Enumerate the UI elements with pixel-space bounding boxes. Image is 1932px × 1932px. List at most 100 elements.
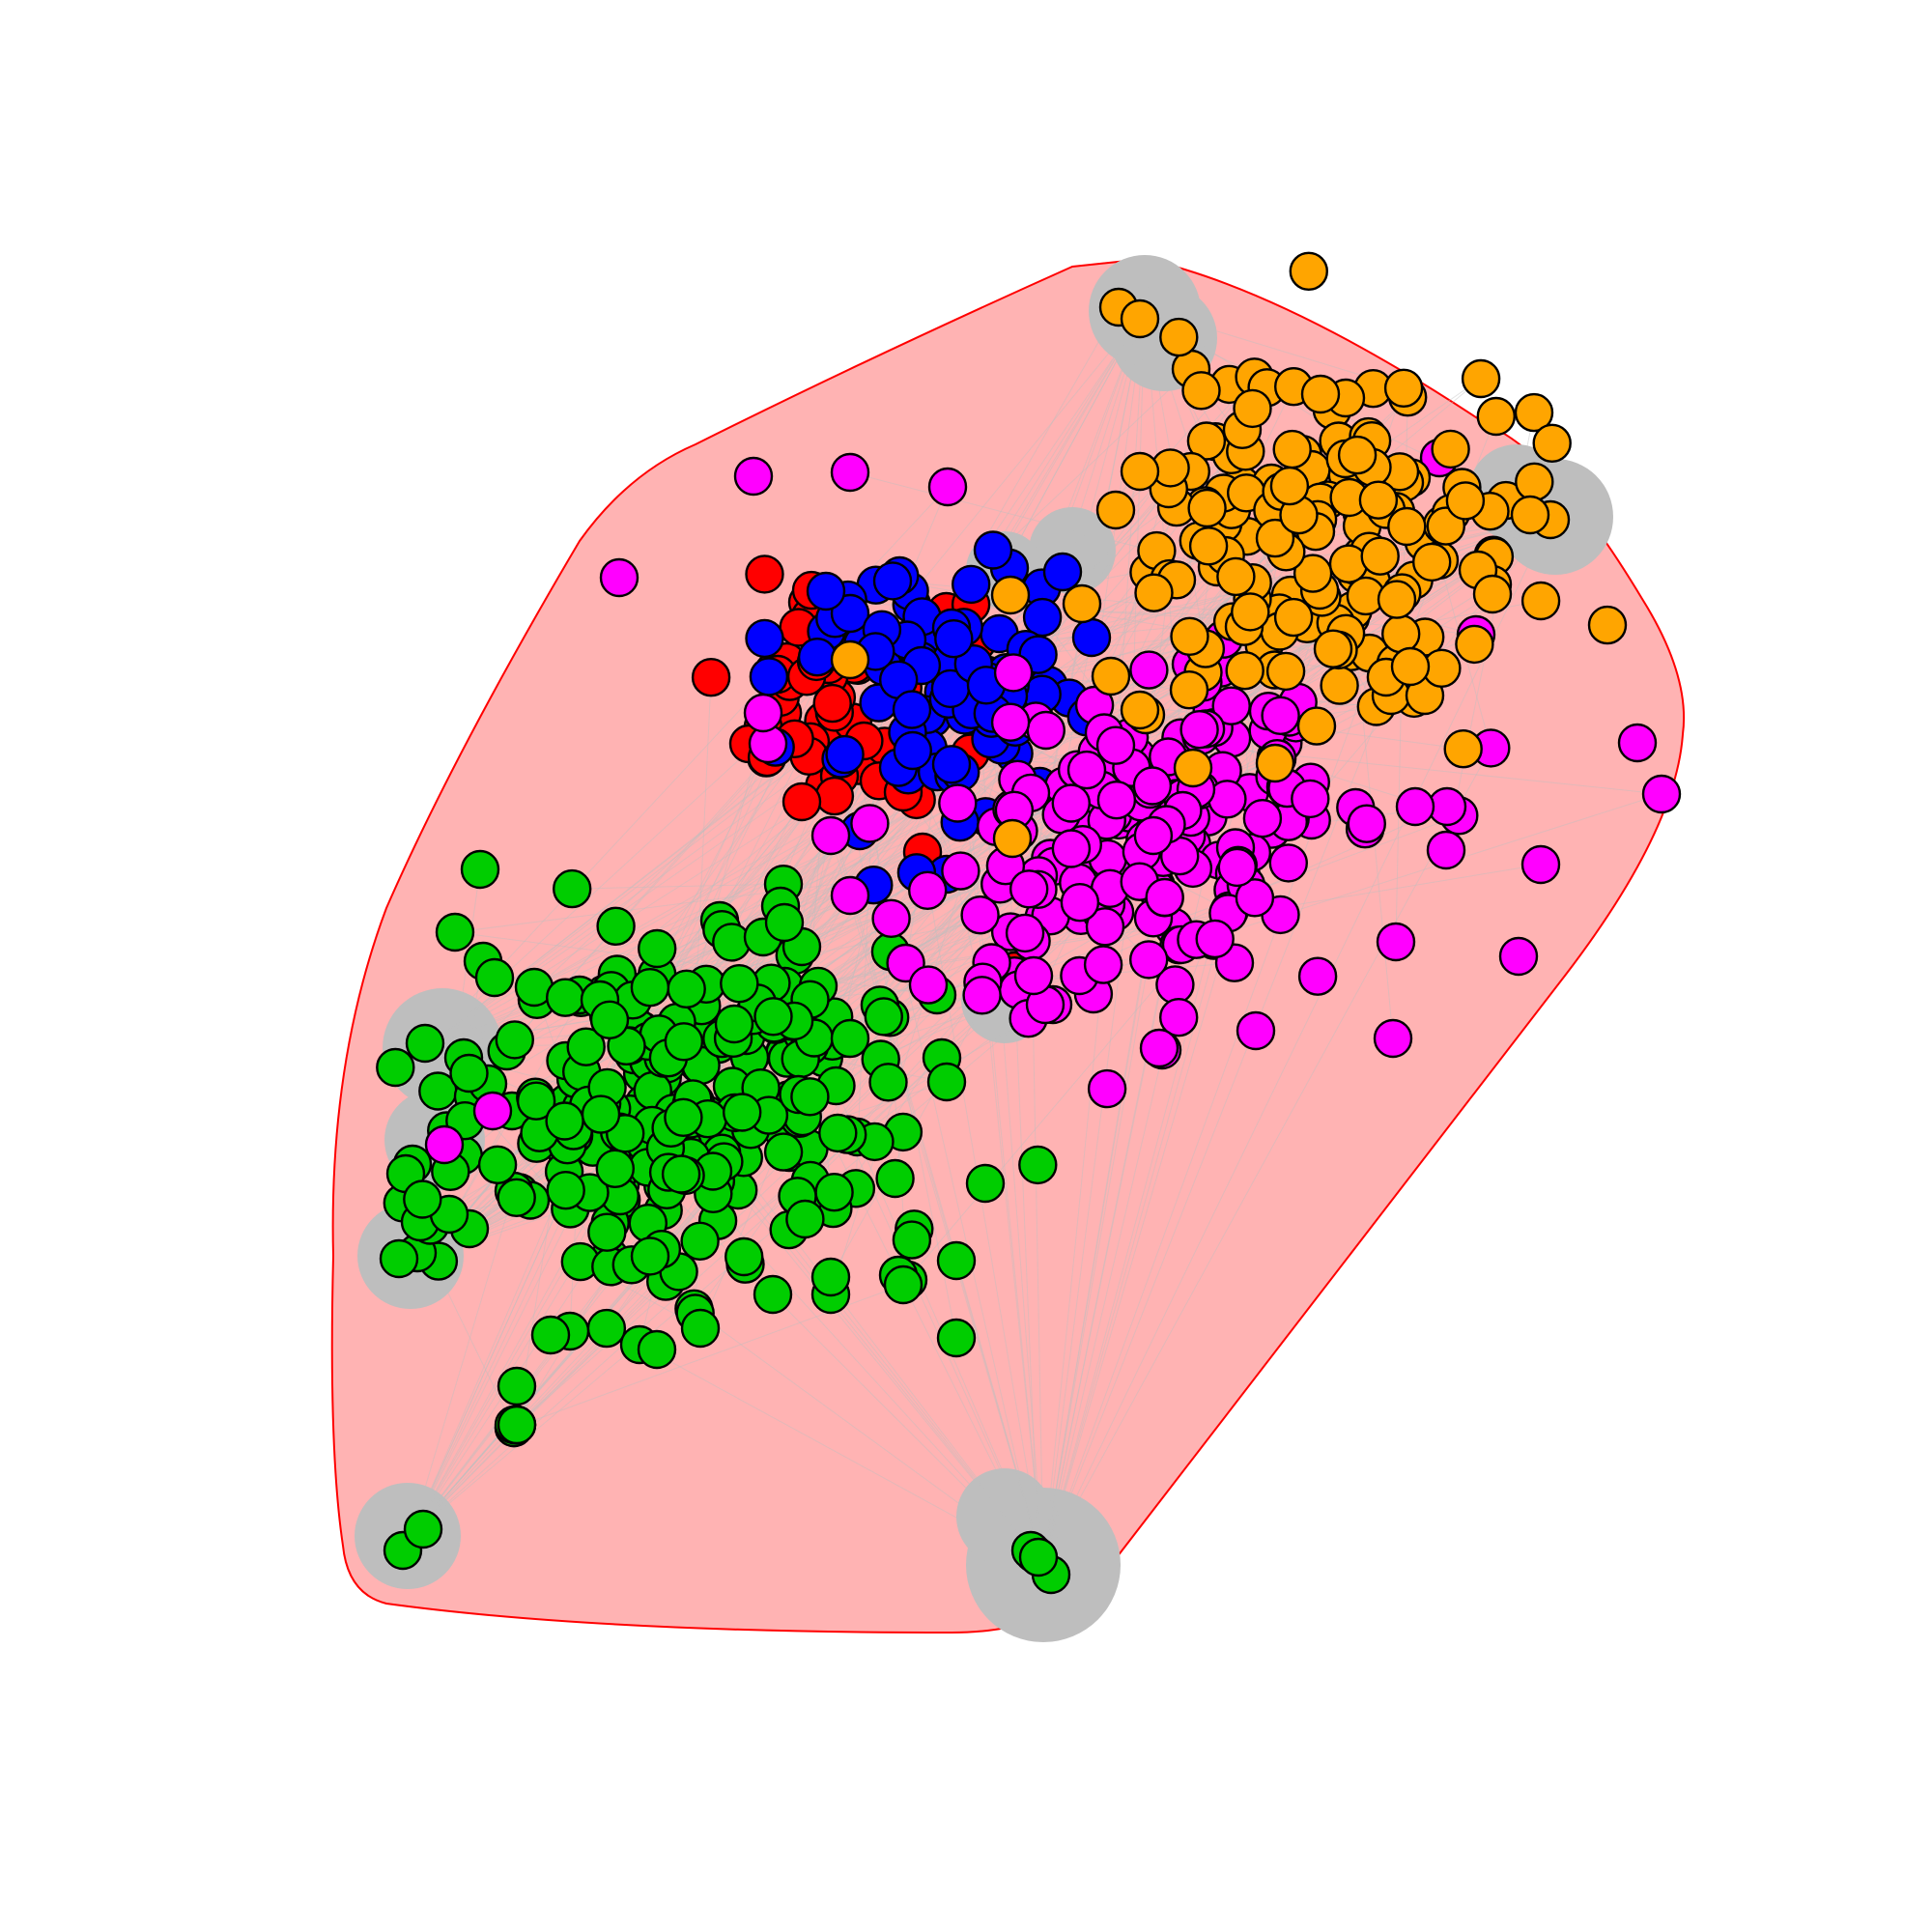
node-blue — [749, 657, 789, 696]
node-orange — [1272, 429, 1312, 469]
node-green — [637, 1329, 677, 1370]
graph-edge — [1042, 415, 1497, 1566]
node-blue — [931, 745, 972, 784]
node-green — [785, 1199, 825, 1239]
node-magenta — [960, 895, 1000, 935]
node-orange — [1289, 251, 1329, 291]
node-orange — [1169, 670, 1209, 710]
node-green — [680, 1308, 721, 1349]
node-magenta — [1395, 786, 1435, 827]
node-green — [477, 1145, 518, 1185]
node-orange — [1443, 729, 1483, 769]
node-green — [587, 1212, 627, 1252]
node-orange — [1515, 462, 1554, 501]
node-magenta — [871, 898, 911, 938]
node-orange — [1320, 666, 1359, 705]
node-blue — [892, 690, 932, 729]
node-green — [546, 978, 585, 1017]
graph-edge — [1042, 519, 1551, 1566]
node-magenta — [424, 1124, 465, 1165]
node-green — [883, 1264, 923, 1305]
node-green — [661, 1154, 701, 1194]
node-orange — [1231, 592, 1270, 632]
node-green — [403, 1179, 442, 1219]
node-orange — [1233, 388, 1272, 429]
graph-edge — [572, 883, 784, 890]
node-magenta — [1373, 1018, 1413, 1059]
node-green — [595, 1149, 635, 1189]
node-orange — [1383, 368, 1424, 408]
node-magenta — [1242, 799, 1283, 838]
node-green — [926, 1062, 967, 1102]
node-orange — [1390, 646, 1431, 687]
graph-edge — [836, 803, 1072, 1087]
node-blue — [1042, 552, 1083, 592]
graph-edge — [922, 851, 1044, 1566]
node-red — [812, 683, 852, 724]
node-magenta — [1498, 936, 1539, 977]
node-magenta — [1235, 878, 1275, 918]
node-green — [720, 964, 759, 1004]
node-green — [379, 1238, 419, 1279]
node-green — [497, 1405, 537, 1445]
graph-edge — [410, 1168, 616, 1537]
node-magenta — [1617, 723, 1658, 763]
node-magenta — [1236, 1010, 1276, 1051]
node-orange — [1265, 651, 1306, 692]
node-blue — [745, 618, 784, 659]
node-orange — [1134, 573, 1174, 612]
node-green — [545, 1101, 584, 1141]
node-magenta — [908, 965, 949, 1005]
node-orange — [1313, 629, 1353, 668]
node-red — [745, 554, 784, 594]
graph-edge — [1042, 748, 1492, 1566]
node-orange — [1514, 392, 1554, 433]
node-green — [516, 1081, 556, 1121]
node-magenta — [1133, 815, 1174, 856]
node-magenta — [1066, 750, 1107, 790]
node-magenta — [1158, 997, 1199, 1037]
node-blue — [1071, 617, 1112, 658]
node-magenta — [1261, 696, 1300, 735]
node-orange — [1532, 423, 1572, 463]
node-magenta — [1013, 955, 1054, 996]
node-magenta — [1129, 650, 1169, 690]
graph-edge — [958, 705, 1044, 1566]
node-orange — [1387, 506, 1427, 547]
node-green — [763, 1132, 804, 1172]
node-blue — [797, 638, 838, 677]
node-green — [497, 1366, 537, 1406]
node-green — [753, 1274, 793, 1315]
node-orange — [1216, 556, 1256, 597]
graph-edge — [1042, 959, 1150, 1566]
node-magenta — [1060, 883, 1100, 923]
node-magenta — [733, 456, 774, 497]
graph-edge — [1027, 712, 1044, 1566]
node-magenta — [1026, 710, 1066, 751]
node-green — [753, 997, 793, 1037]
node-magenta — [1347, 804, 1387, 843]
node-green — [546, 1170, 585, 1210]
node-orange — [1255, 743, 1295, 783]
node-magenta — [1083, 945, 1123, 984]
node-magenta — [1641, 774, 1682, 814]
node-magenta — [850, 804, 890, 843]
graph-edge — [800, 814, 1460, 1060]
node-magenta — [472, 1091, 513, 1131]
node-magenta — [743, 693, 783, 733]
node-orange — [1269, 466, 1310, 506]
node-blue — [806, 571, 846, 611]
node-orange — [1380, 614, 1421, 654]
node-green — [810, 1257, 851, 1297]
node-magenta — [1095, 725, 1136, 765]
node-orange — [1296, 706, 1337, 746]
node-orange — [1120, 690, 1160, 730]
node-magenta — [810, 815, 851, 856]
node-magenta — [962, 976, 1002, 1015]
node-magenta — [927, 467, 968, 507]
node-orange — [1293, 554, 1333, 593]
node-green — [892, 1220, 932, 1260]
node-green — [1018, 1537, 1059, 1577]
node-magenta — [993, 653, 1034, 693]
